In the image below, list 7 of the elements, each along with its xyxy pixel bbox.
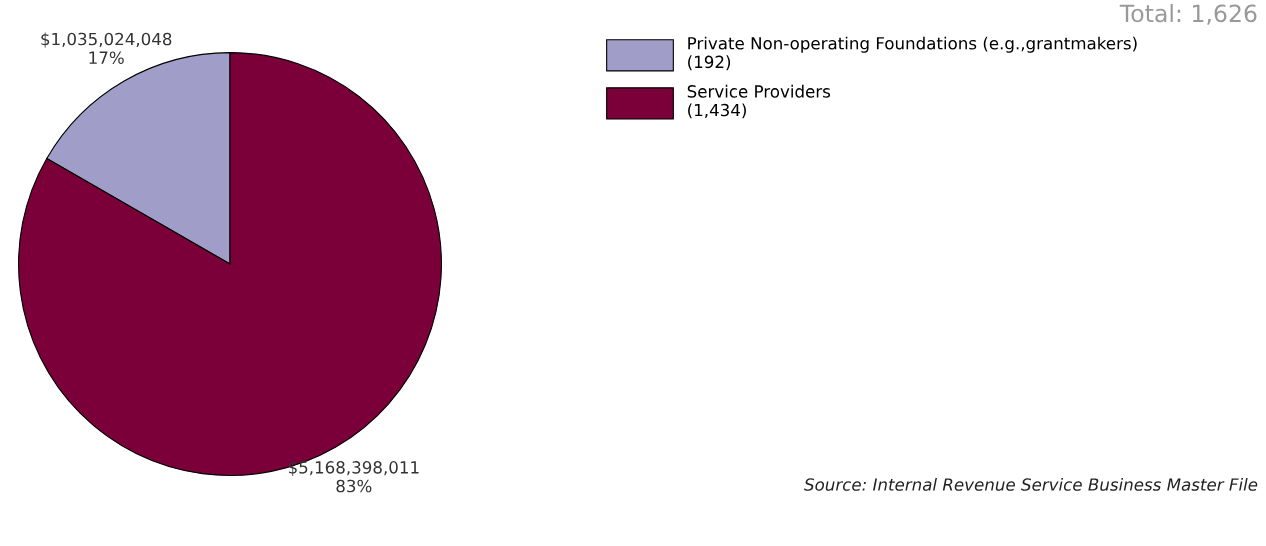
text: Total: 1,626 — [1119, 4, 1257, 25]
legend-label: Service Providers (1,434) — [687, 84, 831, 119]
data-label: $1,035,024,048 17% — [41, 32, 172, 65]
pie-slice — [18, 52, 442, 476]
source-note: Source: Internal Revenue Service Business Master File — [804, 477, 1258, 491]
data-label: $5,168,398,011 83% — [288, 460, 419, 493]
legend-label: Private Non-operating Foundations (e.g.,grantmakers) (192) — [688, 36, 1137, 71]
